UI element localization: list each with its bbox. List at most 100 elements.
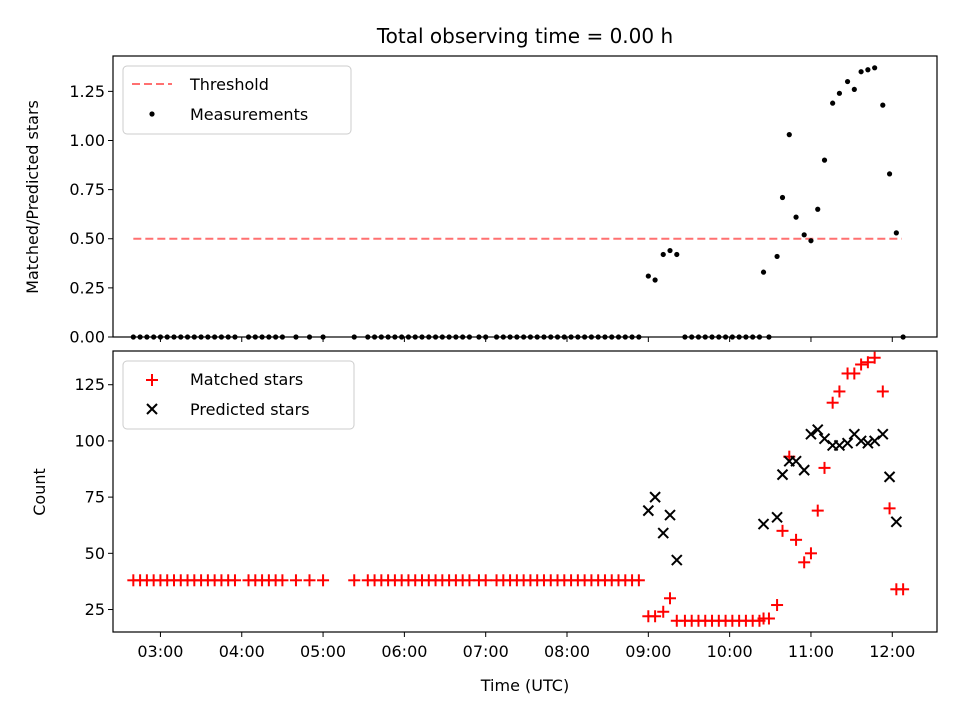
matched-star-point — [649, 610, 662, 623]
x-tick-label: 03:00 — [137, 642, 183, 661]
y-tick-label: 0.00 — [69, 328, 105, 347]
measurement-point — [779, 194, 786, 201]
matched-star-point — [818, 461, 831, 474]
matched-star-point — [883, 502, 896, 515]
measurement-point — [808, 238, 814, 244]
measurement-point — [645, 273, 651, 279]
matched-star-point — [664, 592, 677, 605]
y-tick-label: 1.25 — [69, 82, 105, 101]
matched-star-point — [804, 547, 817, 560]
predicted-star-point — [862, 437, 874, 449]
predicted-star-point — [890, 516, 903, 528]
predicted-star-point — [805, 428, 817, 440]
predicted-star-point — [798, 464, 810, 476]
matched-star-point — [632, 574, 645, 587]
measurement-point — [815, 206, 821, 212]
predicted-star-point — [757, 518, 770, 530]
bottom-y-axis: 25 50 75 100 125 — [74, 375, 113, 619]
matched-star-point — [876, 385, 889, 398]
x-tick-label: 08:00 — [544, 642, 590, 661]
y-tick-label: 75 — [85, 488, 105, 507]
legend-predicted-label: Predicted stars — [190, 400, 310, 419]
measurement-point — [893, 230, 899, 236]
top-chart-title: Total observing time = 0.00 h — [376, 24, 673, 48]
measurement-point — [793, 214, 799, 220]
matched-star-point — [776, 524, 789, 537]
predicted-star-point — [877, 428, 889, 440]
y-tick-label: 0.25 — [69, 278, 105, 297]
predicted-star-point — [657, 527, 669, 539]
bottom-x-axis: 03:00 04:00 05:00 06:00 07:00 08:00 09:00 10:00… — [137, 632, 915, 661]
bottom-y-axis-label: Count — [30, 468, 49, 516]
predicted-star-point — [649, 491, 661, 503]
measurement-point — [774, 253, 780, 260]
y-tick-label: 25 — [85, 600, 105, 619]
measurement-point — [760, 269, 767, 275]
legend-matched-swatch — [146, 374, 158, 386]
measurement-point — [844, 78, 851, 85]
x-tick-label: 07:00 — [463, 642, 509, 661]
x-tick-label: 09:00 — [625, 642, 671, 661]
legend-threshold-label: Threshold — [189, 75, 269, 94]
x-tick-label: 05:00 — [300, 642, 346, 661]
measurement-point — [667, 247, 673, 254]
matched-star-point — [868, 351, 881, 364]
matched-star-point — [348, 574, 361, 587]
measurement-point — [858, 69, 864, 75]
bottom-plot-area: 25 50 75 100 125 03:00 04:00 05:00 06:00 07:00 08… — [30, 350, 938, 695]
legend-measurements-label: Measurements — [190, 105, 308, 124]
matched-star-point — [479, 574, 492, 587]
matched-star-point — [303, 574, 316, 587]
predicted-star-point — [812, 423, 824, 436]
predicted-star-point — [642, 504, 655, 517]
measurement-point — [872, 65, 878, 71]
matched-star-point — [790, 533, 803, 546]
measurement-point — [821, 157, 828, 163]
measurement-point — [830, 100, 836, 106]
matched-star-point — [317, 574, 330, 587]
matched-star-point — [826, 396, 839, 409]
top-plot-area: 0.00 0.25 0.50 0.75 1.00 1.25 Matched/Predict… — [23, 55, 938, 347]
matched-star-point — [289, 574, 302, 587]
bottom-data-marks — [127, 351, 910, 627]
matched-star-point — [897, 583, 910, 596]
x-axis-label: Time (UTC) — [480, 676, 569, 695]
x-tick-label: 04:00 — [219, 642, 265, 661]
y-tick-label: 100 — [74, 431, 105, 450]
matched-star-point — [848, 367, 861, 380]
y-tick-label: 125 — [74, 375, 105, 394]
predicted-star-point — [855, 435, 867, 447]
predicted-star-point — [776, 468, 789, 481]
measurement-point — [880, 102, 886, 108]
matched-star-point — [811, 504, 824, 517]
measurement-point — [865, 67, 871, 73]
predicted-star-point — [664, 509, 676, 521]
predicted-star-point — [833, 439, 846, 452]
matched-star-point — [762, 612, 775, 625]
top-legend: Threshold Measurements — [122, 65, 352, 135]
y-tick-label: 1.00 — [69, 131, 105, 150]
predicted-star-point — [790, 455, 802, 467]
x-tick-label: 06:00 — [381, 642, 427, 661]
legend-measurements-swatch — [149, 111, 155, 117]
legend-matched-label: Matched stars — [190, 370, 303, 389]
predicted-star-point — [671, 554, 683, 566]
matched-star-point — [228, 574, 241, 587]
measurement-point — [660, 251, 666, 258]
measurement-point — [836, 90, 843, 96]
matched-star-point — [276, 574, 289, 587]
measurement-point — [851, 86, 857, 93]
measurement-point — [652, 277, 658, 283]
measurement-point — [886, 171, 893, 177]
matched-star-point — [833, 385, 846, 398]
matched-star-point — [861, 356, 874, 369]
measurement-point — [786, 132, 792, 138]
matched-star-point — [855, 358, 868, 371]
bottom-legend: Matched stars Predicted stars — [122, 360, 355, 430]
x-tick-label: 11:00 — [788, 642, 834, 661]
predicted-star-point — [841, 437, 854, 449]
x-tick-label: 12:00 — [869, 642, 915, 661]
y-tick-label: 50 — [85, 544, 105, 563]
top-y-axis: 0.00 0.25 0.50 0.75 1.00 1.25 — [69, 82, 113, 347]
